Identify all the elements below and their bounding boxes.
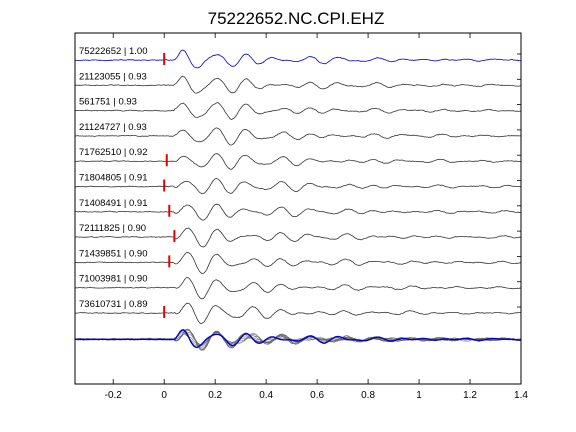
trace-label: 72111825 | 0.90 [79,223,146,234]
trace-line [74,302,521,325]
trace-label: 71003981 | 0.90 [79,274,148,285]
trace-line [74,153,522,170]
x-tick-label: 0.8 [361,390,375,401]
x-tick-label: 1 [416,390,422,401]
x-tick-label: -0.2 [105,390,123,401]
trace-label: 21124727 | 0.93 [79,122,147,133]
trace-line [74,203,522,221]
trace-71439851: 71439851 | 0.90 [74,248,522,274]
x-tick-label: 1.4 [514,390,528,401]
x-tick-label: 0.6 [310,390,324,401]
trace-line [74,102,522,120]
trace-71762510: 71762510 | 0.92 [74,147,522,170]
trace-label: 73610731 | 0.89 [79,299,148,310]
trace-label: 75222652 | 1.00 [79,46,148,57]
trace-label: 71408491 | 0.91 [79,198,148,209]
trace-561751: 561751 | 0.93 [74,97,522,120]
trace-line [75,127,522,146]
trace-72111825: 72111825 | 0.90 [74,223,522,248]
x-tick-label: 1.2 [463,390,477,401]
trace-line [74,178,521,195]
trace-line [75,277,522,300]
x-tick-label: 0.4 [259,390,273,401]
trace-71804805: 71804805 | 0.91 [74,173,521,195]
x-axis: -0.2 0 0.2 0.4 0.6 0.8 1 1.2 1.4 [105,33,528,401]
trace-75222652: 75222652 | 1.00 [74,46,522,69]
trace-21124727: 21124727 | 0.93 [75,122,522,146]
trace-line [74,49,522,69]
x-tick-label: 0.2 [208,390,222,401]
trace-line [74,75,522,94]
stack-overlay [74,328,522,351]
trace-label: 561751 | 0.93 [79,97,137,108]
traces-layer: 75222652 | 1.00 21123055 | 0.93 561751 | 0… [74,46,522,351]
trace-21123055: 21123055 | 0.93 [74,71,522,94]
trace-71003981: 71003981 | 0.90 [75,274,522,300]
trace-line [74,227,522,248]
trace-label: 71804805 | 0.91 [79,173,148,184]
trace-71408491: 71408491 | 0.91 [74,198,522,221]
trace-73610731: 73610731 | 0.89 [74,299,521,325]
chart-title: 75222652.NC.CPI.EHZ [208,9,385,28]
x-tick-label: 0 [161,390,167,401]
trace-label: 71439851 | 0.90 [79,248,148,259]
trace-line [74,252,522,274]
trace-label: 71762510 | 0.92 [79,147,148,158]
trace-label: 21123055 | 0.93 [79,71,147,82]
axes-frame [74,32,522,385]
stack-mean-line [74,329,521,349]
